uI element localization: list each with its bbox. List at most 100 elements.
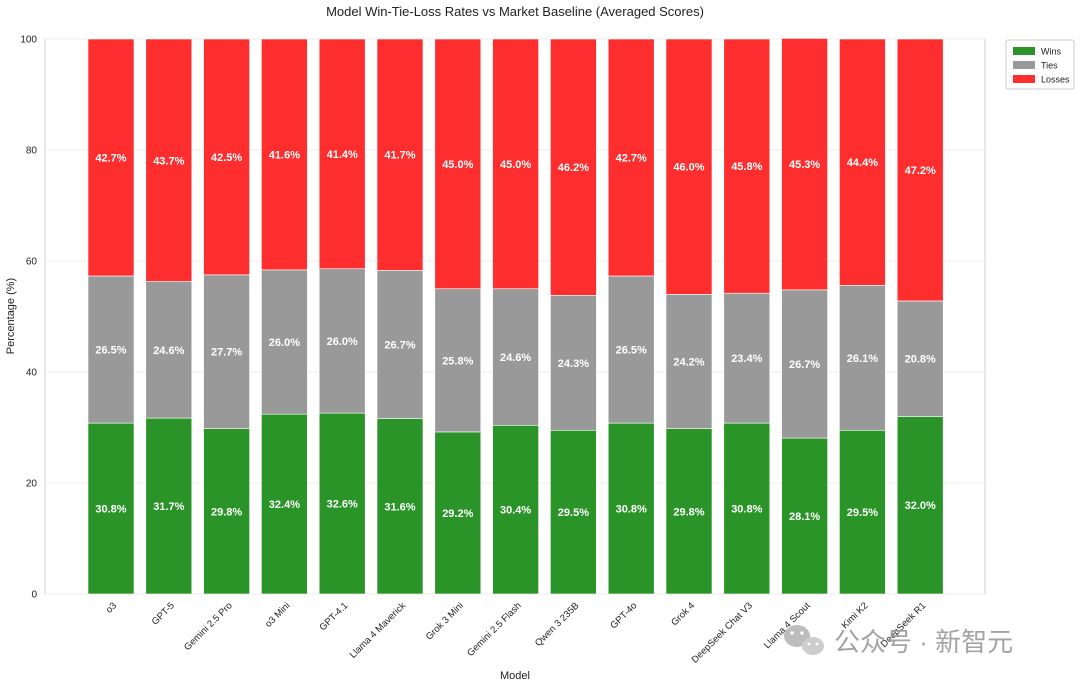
data-label: 47.2% xyxy=(905,165,936,177)
data-label: 26.5% xyxy=(95,345,126,357)
bar-losses xyxy=(607,38,655,277)
bar-losses xyxy=(376,38,424,271)
bar-losses xyxy=(87,38,135,277)
data-label: 29.5% xyxy=(558,507,589,519)
data-label: 45.3% xyxy=(789,159,820,171)
data-label: 26.0% xyxy=(269,337,300,349)
data-label: 27.7% xyxy=(211,347,242,359)
data-label: 28.1% xyxy=(789,511,820,523)
bar-wins xyxy=(607,422,655,595)
data-label: 23.4% xyxy=(731,353,762,365)
bar-ties xyxy=(781,289,828,439)
legend-label: Losses xyxy=(1041,75,1070,85)
chart-title: Model Win-Tie-Loss Rates vs Market Basel… xyxy=(326,4,704,19)
legend-label: Ties xyxy=(1041,61,1058,71)
data-label: 24.2% xyxy=(673,356,704,368)
legend-swatch-wins xyxy=(1013,47,1035,55)
data-label: 44.4% xyxy=(847,157,878,169)
data-label: 25.8% xyxy=(442,355,473,367)
bar-losses xyxy=(781,38,828,291)
bar-ties xyxy=(434,288,482,433)
data-label: 26.7% xyxy=(789,359,820,371)
bar-wins xyxy=(145,417,193,595)
x-tick-label: Grok 4 xyxy=(669,600,697,628)
bar-wins xyxy=(839,429,886,595)
data-label: 29.2% xyxy=(442,508,473,520)
y-axis-ticks: 0 20 40 60 80 100 xyxy=(20,35,37,601)
data-label: 45.8% xyxy=(731,161,762,173)
bar-ties xyxy=(318,268,366,414)
bar-losses xyxy=(261,38,308,271)
bar-ties xyxy=(550,295,597,431)
bar-wins xyxy=(723,422,771,595)
bar-losses xyxy=(723,38,771,294)
bar-ties xyxy=(145,281,193,419)
bar-wins xyxy=(781,437,828,595)
data-label: 29.5% xyxy=(847,507,878,519)
data-label: 46.0% xyxy=(673,162,704,174)
x-tick-label: GPT-5 xyxy=(150,600,177,627)
bar-ties xyxy=(607,275,655,424)
bar-ties xyxy=(87,275,135,424)
x-tick-label: Llama 4 Maverick xyxy=(348,600,409,661)
data-label: 29.8% xyxy=(211,506,242,518)
data-label: 43.7% xyxy=(153,155,184,167)
x-tick-label: Grok 3 Mini xyxy=(424,600,466,642)
x-tick-label: Gemini 2.5 Pro xyxy=(182,600,235,653)
bar-losses xyxy=(839,38,886,286)
bar-wins xyxy=(376,418,424,595)
data-label: 41.7% xyxy=(384,150,415,162)
y-tick-label: 60 xyxy=(26,257,38,268)
data-label: 24.6% xyxy=(153,345,184,357)
data-label: 29.8% xyxy=(673,506,704,518)
legend-items: Wins Ties Losses xyxy=(1013,47,1070,85)
y-axis-label: Percentage (%) xyxy=(5,278,17,354)
watermark-text: 公众号 · 新智元 xyxy=(834,627,1013,657)
bar-wins xyxy=(665,428,713,595)
bars: 30.8% 26.5% 42.7% 31.7% 24.6% 43.7% 29.8% 27.7%… xyxy=(87,38,944,595)
data-label: 31.6% xyxy=(384,501,415,513)
data-label: 42.5% xyxy=(211,152,242,164)
bar-wins xyxy=(261,413,308,595)
x-axis-label: Model xyxy=(500,670,530,682)
bar-wins xyxy=(492,424,539,595)
data-label: 45.0% xyxy=(500,159,531,171)
bar-losses xyxy=(665,38,713,295)
x-tick-label: o3 Mini xyxy=(263,600,292,629)
y-tick-label: 100 xyxy=(20,35,37,46)
data-label: 41.4% xyxy=(327,149,358,161)
data-label: 20.8% xyxy=(905,354,936,366)
data-label: 31.7% xyxy=(153,501,184,513)
bar-ties xyxy=(261,269,308,415)
x-tick-label: GPT-4o xyxy=(608,600,639,631)
bar-wins xyxy=(203,428,250,595)
data-label: 42.7% xyxy=(616,152,647,164)
bar-wins xyxy=(896,416,944,595)
bar-losses xyxy=(203,38,250,276)
bar-ties xyxy=(896,300,944,417)
data-label: 30.8% xyxy=(95,504,126,516)
bar-wins xyxy=(318,412,366,595)
data-label: 30.8% xyxy=(616,504,647,516)
legend-swatch-losses xyxy=(1013,75,1035,83)
bar-wins xyxy=(434,431,482,595)
data-label: 26.1% xyxy=(847,353,878,365)
data-label: 45.0% xyxy=(442,159,473,171)
y-tick-label: 40 xyxy=(26,368,38,379)
x-tick-label: Gemini 2.5 Flash xyxy=(465,600,524,659)
data-label: 32.6% xyxy=(327,499,358,511)
data-label: 42.7% xyxy=(95,152,126,164)
y-tick-label: 20 xyxy=(26,479,38,490)
legend-swatch-ties xyxy=(1013,61,1035,69)
watermark: 公众号 · 新智元 xyxy=(784,625,1013,657)
x-tick-label: DeepSeek Chat V3 xyxy=(690,600,755,665)
y-tick-label: 0 xyxy=(31,590,37,601)
bar-wins xyxy=(550,429,597,595)
data-label: 26.7% xyxy=(384,340,415,352)
data-label: 24.6% xyxy=(500,352,531,364)
data-label: 32.0% xyxy=(905,500,936,512)
data-label: 30.4% xyxy=(500,505,531,517)
data-label: 26.0% xyxy=(327,336,358,348)
data-label: 24.3% xyxy=(558,358,589,370)
